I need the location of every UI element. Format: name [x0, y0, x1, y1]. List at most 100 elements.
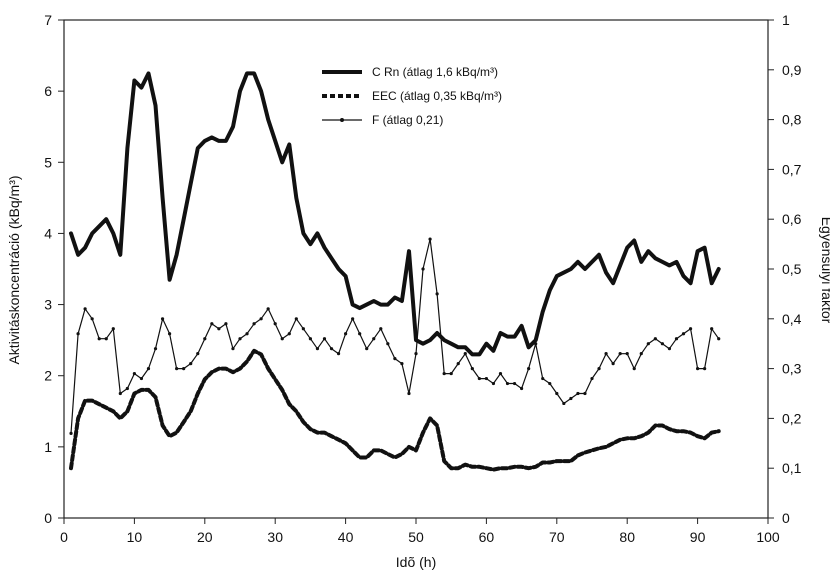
data-point	[604, 352, 608, 356]
data-point	[456, 362, 460, 366]
x-tick-label: 70	[549, 529, 565, 545]
data-point	[273, 322, 277, 326]
legend-label: EEC (átlag 0,35 kBq/m³)	[372, 89, 502, 103]
data-point	[660, 342, 665, 346]
data-point	[294, 317, 298, 321]
data-point	[653, 337, 657, 341]
data-point	[252, 322, 256, 326]
data-point	[118, 391, 122, 396]
data-point	[238, 337, 242, 341]
x-tick-label: 20	[197, 529, 213, 545]
data-point	[196, 352, 200, 356]
data-point	[632, 367, 636, 371]
y-tick-label: 0	[44, 510, 52, 526]
data-point	[358, 332, 362, 336]
data-point	[175, 367, 179, 371]
data-point	[484, 376, 488, 381]
data-point	[280, 337, 284, 341]
y2-tick-label: 0,4	[782, 311, 802, 327]
y2-tick-label: 0,5	[782, 261, 802, 277]
x-axis-title: Idõ (h)	[396, 554, 436, 570]
data-point	[372, 337, 376, 341]
data-point	[717, 337, 721, 341]
y2-tick-label: 1	[782, 12, 790, 28]
x-tick-label: 10	[127, 529, 143, 545]
data-point	[351, 317, 355, 321]
y-tick-label: 1	[44, 439, 52, 455]
data-point	[674, 337, 679, 341]
x-tick-label: 30	[267, 529, 283, 545]
x-tick-label: 100	[756, 529, 780, 545]
data-point	[527, 367, 531, 371]
y-tick-label: 6	[44, 83, 52, 99]
data-point	[266, 307, 270, 311]
data-point	[590, 376, 594, 381]
y2-tick-label: 0,2	[782, 410, 802, 426]
data-point	[583, 391, 587, 396]
data-point	[104, 337, 108, 341]
y2-tick-label: 0,6	[782, 211, 802, 227]
data-point	[386, 342, 390, 346]
data-point	[512, 381, 517, 386]
data-point	[287, 332, 291, 336]
data-point	[400, 362, 404, 366]
data-point	[548, 381, 552, 386]
data-point	[315, 347, 320, 351]
series-line	[69, 348, 721, 472]
data-point	[414, 352, 418, 356]
x-tick-label: 50	[408, 529, 424, 545]
series-line	[69, 71, 721, 357]
data-point	[393, 357, 397, 361]
data-point	[491, 381, 496, 386]
y2-axis-title: Egyensúlyi faktor	[819, 217, 830, 324]
data-point	[555, 391, 559, 396]
plot-area	[63, 19, 769, 519]
left-axis-ticks: 0 1 2 3 4 5 6 7	[44, 12, 64, 526]
data-point	[69, 431, 73, 435]
data-point	[470, 367, 474, 371]
data-point	[189, 362, 193, 366]
data-point	[217, 327, 221, 331]
x-tick-label: 60	[479, 529, 495, 545]
series-layer	[69, 71, 721, 472]
series-2	[69, 348, 721, 472]
data-point	[534, 342, 538, 346]
data-point	[688, 327, 693, 331]
data-point	[329, 347, 334, 351]
data-point	[569, 396, 573, 401]
data-point	[76, 332, 80, 336]
data-point	[541, 376, 545, 381]
y-tick-label: 4	[44, 225, 52, 241]
data-point	[90, 317, 94, 321]
data-point	[379, 327, 383, 331]
data-point	[505, 381, 510, 386]
data-point	[667, 347, 672, 351]
data-point	[146, 367, 151, 371]
x-tick-label: 80	[619, 529, 635, 545]
data-point	[703, 367, 707, 371]
data-point	[83, 307, 87, 311]
legend-marker	[340, 118, 344, 122]
legend-label: F (átlag 0,21)	[372, 113, 443, 127]
data-point	[681, 332, 686, 336]
x-tick-label: 0	[60, 529, 68, 545]
y-tick-label: 5	[44, 154, 52, 170]
y2-tick-label: 0,9	[782, 62, 802, 78]
data-point	[111, 327, 115, 331]
x-tick-label: 40	[338, 529, 354, 545]
data-point	[696, 367, 700, 371]
data-point	[259, 317, 263, 321]
data-point	[125, 386, 129, 391]
data-point	[562, 401, 566, 406]
data-point	[336, 352, 341, 356]
data-point	[301, 327, 305, 331]
data-point	[322, 337, 327, 341]
y-tick-label: 2	[44, 368, 52, 384]
data-point	[625, 352, 629, 356]
y-axis-title: Aktivitáskoncentráció (kBq/m³)	[6, 175, 22, 364]
data-point	[498, 371, 503, 376]
data-point	[210, 322, 214, 326]
data-point	[245, 332, 249, 336]
data-point	[344, 332, 348, 336]
